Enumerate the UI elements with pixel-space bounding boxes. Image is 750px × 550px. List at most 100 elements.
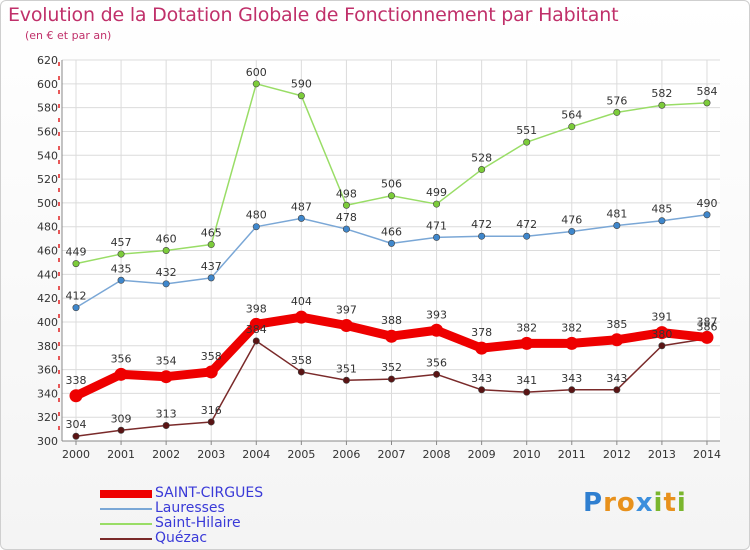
data-point [207,274,215,282]
data-point [568,227,576,235]
data-point [384,329,398,343]
y-tick-label: 480 [37,221,58,234]
data-point [162,247,170,255]
data-label: 564 [561,109,582,122]
data-point [568,386,576,394]
data-label: 391 [651,311,672,324]
data-label: 576 [606,94,627,107]
y-tick-label: 320 [37,411,58,424]
data-label: 471 [426,219,447,232]
x-tick-label: 2002 [152,448,180,461]
data-label: 437 [201,260,222,273]
data-label: 432 [156,266,177,279]
data-label: 343 [606,372,627,385]
data-label: 404 [291,295,312,308]
data-point [297,368,305,376]
y-tick-label: 460 [37,245,58,258]
legend-label: Saint-Hilaire [155,515,241,531]
data-point [433,370,441,378]
data-point [658,342,666,350]
data-point [342,225,350,233]
data-label: 343 [471,372,492,385]
data-point [162,422,170,430]
logo-letter: i [653,488,664,518]
data-point [433,233,441,241]
data-point [294,310,308,324]
data-label: 582 [651,87,672,100]
y-tick-label: 560 [37,125,58,138]
data-label: 309 [111,412,132,425]
y-tick-label: 380 [37,340,58,353]
data-label: 584 [696,85,717,98]
logo-letter: t [663,488,677,518]
data-point [523,388,531,396]
data-label: 385 [606,318,627,331]
data-point [475,341,489,355]
data-label: 378 [471,326,492,339]
data-label: 356 [111,352,132,365]
data-point [565,336,579,350]
x-tick-label: 2012 [603,448,631,461]
data-label: 600 [246,66,267,79]
data-point [478,232,486,240]
data-label: 481 [606,207,627,220]
data-label: 384 [246,323,267,336]
data-label: 449 [66,246,87,259]
data-label: 472 [516,218,537,231]
logo-letter: o [616,488,636,518]
y-tick-label: 520 [37,173,58,186]
x-tick-label: 2006 [332,448,360,461]
data-label: 388 [381,314,402,327]
logo-letter: r [603,488,617,518]
data-point [610,333,624,347]
data-label: 412 [66,290,87,303]
proxiti-logo: Proxiti [583,488,687,518]
data-point [117,426,125,434]
legend-swatch [100,489,152,498]
y-tick-label: 340 [37,387,58,400]
data-point [433,200,441,208]
data-label: 358 [291,354,312,367]
data-point [162,280,170,288]
data-label: 551 [516,124,537,137]
x-tick-label: 2003 [197,448,225,461]
data-point [478,166,486,174]
data-label: 485 [651,203,672,216]
data-label: 460 [156,233,177,246]
data-label: 498 [336,187,357,200]
data-point [658,101,666,109]
data-point [72,304,80,312]
data-point [249,317,263,331]
data-label: 466 [381,225,402,238]
data-point [207,418,215,426]
y-tick-label: 500 [37,197,58,210]
legend-swatch [100,507,152,510]
data-point [297,92,305,100]
data-point [117,250,125,258]
data-point [655,326,669,340]
logo-letter: i [676,488,687,518]
data-point [523,138,531,146]
data-point [520,336,534,350]
x-tick-label: 2001 [107,448,135,461]
data-label: 478 [336,211,357,224]
y-tick-label: 600 [37,78,58,91]
y-tick-label: 400 [37,316,58,329]
data-label: 386 [696,321,717,334]
data-label: 343 [561,372,582,385]
legend-label: Lauresses [155,500,225,516]
data-point [703,99,711,107]
data-label: 358 [201,350,222,363]
data-label: 465 [201,227,222,240]
data-label: 480 [246,209,267,222]
y-tick-label: 580 [37,102,58,115]
data-point [204,365,218,379]
x-tick-label: 2013 [648,448,676,461]
data-label: 313 [156,408,177,421]
data-point [613,108,621,116]
data-label: 490 [696,197,717,210]
data-point [523,232,531,240]
data-label: 499 [426,186,447,199]
data-label: 380 [651,328,672,341]
